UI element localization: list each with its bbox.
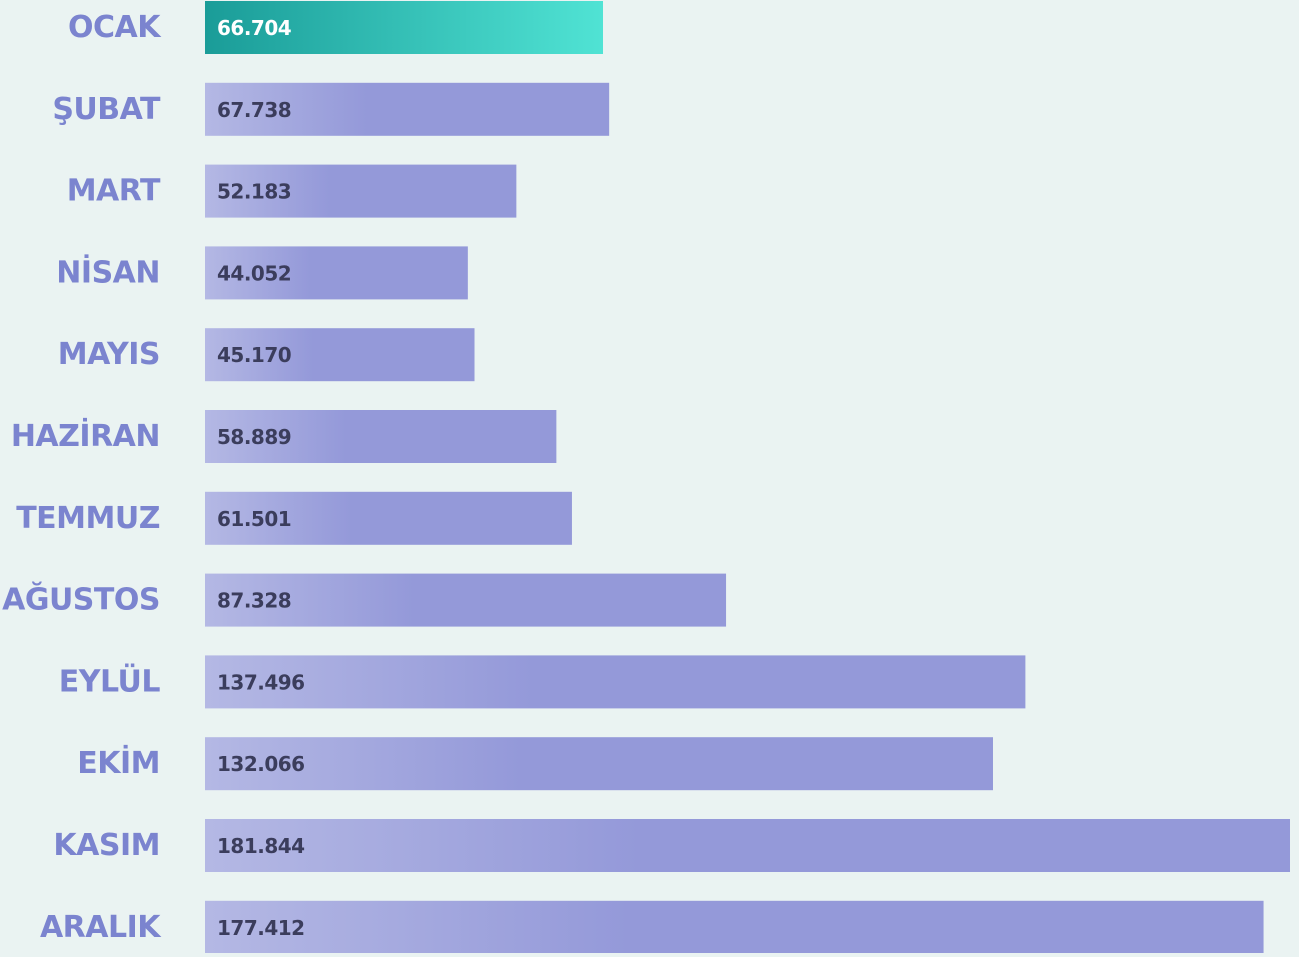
bar	[205, 410, 557, 463]
bar	[205, 737, 993, 791]
bar	[205, 82, 610, 136]
category-label: AĞUSTOS	[2, 581, 160, 618]
value-label: 181.844	[217, 834, 305, 858]
value-label: 87.328	[217, 589, 291, 613]
bar	[205, 246, 468, 300]
category-label: ARALIK	[40, 910, 162, 945]
category-label: ŞUBAT	[52, 92, 161, 127]
category-label: MAYIS	[58, 337, 160, 372]
bar	[205, 491, 572, 545]
category-label: EKİM	[77, 745, 160, 781]
bar	[205, 573, 727, 627]
value-label: 44.052	[217, 261, 291, 285]
category-label: HAZİRAN	[11, 418, 160, 454]
category-label: OCAK	[68, 10, 162, 45]
value-label: 61.501	[217, 507, 291, 531]
category-label: NİSAN	[56, 254, 160, 290]
value-label: 52.183	[217, 180, 291, 204]
bar	[205, 900, 1264, 954]
bar	[205, 328, 475, 382]
value-label: 45.170	[217, 343, 291, 367]
value-label: 58.889	[217, 425, 291, 449]
bar	[205, 655, 1026, 709]
value-label: 66.704	[217, 16, 291, 40]
value-label: 67.738	[217, 98, 291, 122]
category-label: EYLÜL	[59, 662, 161, 699]
value-label: 137.496	[217, 670, 305, 694]
value-label: 132.066	[217, 752, 305, 776]
category-label: TEMMUZ	[16, 501, 160, 536]
bar	[205, 164, 517, 218]
bar	[205, 819, 1290, 872]
category-label: MART	[67, 174, 161, 209]
category-label: KASIM	[53, 828, 160, 863]
value-label: 177.412	[217, 916, 305, 940]
bar	[205, 1, 603, 54]
